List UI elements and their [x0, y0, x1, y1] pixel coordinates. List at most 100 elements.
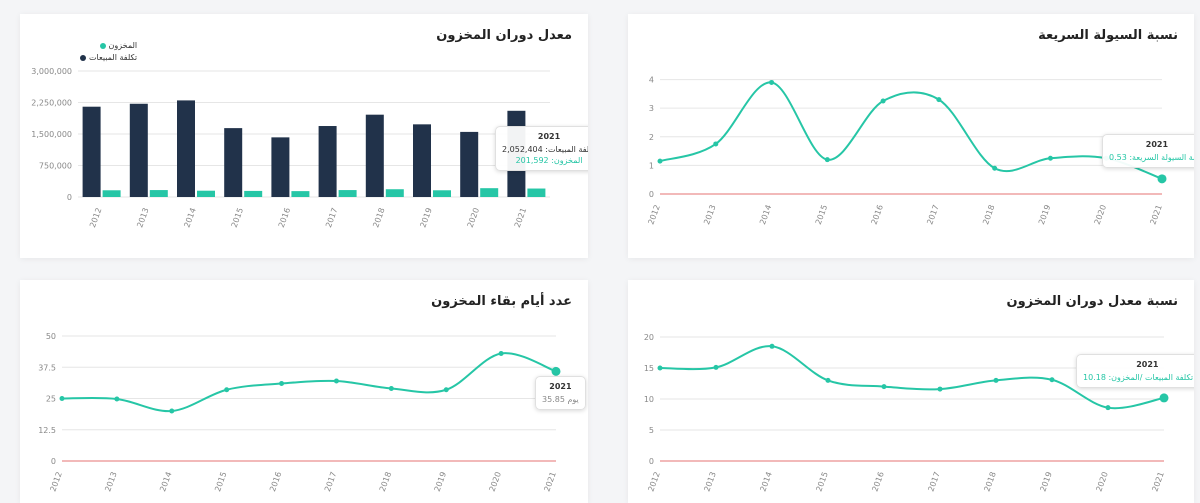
tooltip-label: يوم [567, 395, 579, 404]
y-tick-label: 2,250,000 [31, 99, 72, 108]
tooltip-row: نسبة تكلفة المبيعات /المخزون: 10.18 [1083, 373, 1194, 382]
x-tick-label: 2021 [513, 207, 528, 229]
x-tick-label: 2018 [378, 471, 393, 493]
data-point [657, 365, 663, 371]
x-tick-label: 2021 [1148, 204, 1163, 226]
card-title: نسبة معدل دوران المخزون [1006, 294, 1178, 309]
x-tick-label: 2013 [135, 207, 150, 229]
legend-label-inventory: المخزون [108, 41, 138, 50]
series-line [61, 352, 557, 413]
x-tick-label: 2017 [324, 207, 339, 229]
y-tick-label: 15 [644, 364, 654, 373]
x-tick-label: 2020 [1093, 204, 1108, 226]
x-tick-label: 2017 [926, 471, 941, 493]
y-tick-label: 25 [46, 395, 56, 404]
x-tick-label: 2014 [758, 471, 773, 493]
x-tick-label: 2014 [158, 471, 173, 493]
y-tick-label: 10 [644, 395, 654, 404]
tooltip-label: المخزون: [551, 156, 583, 165]
bar-inventory [433, 190, 451, 197]
data-point [825, 377, 831, 383]
bar-inventory [149, 190, 168, 197]
y-tick-label: 4 [649, 76, 654, 85]
x-tick-label: 2016 [870, 204, 885, 226]
bar-cost-of-sales [271, 137, 290, 197]
chart-legend: المخزون تكلفة المبيعات [80, 40, 137, 64]
data-point [279, 381, 285, 386]
x-tick-label: 2017 [925, 204, 940, 226]
chart-tooltip: 2021 نسبة السيولة السريعة: 0.53 [1102, 134, 1194, 168]
data-point [1157, 174, 1167, 184]
data-point [333, 378, 339, 384]
y-tick-label: 0 [649, 190, 654, 199]
series-line [659, 345, 1165, 410]
x-tick-label: 2012 [646, 204, 661, 226]
bar-inventory [385, 189, 404, 197]
line-chart: 0 12.5 25 37.5 50 2012 2013 2014 2015 2016 2017 201… [38, 332, 561, 493]
x-tick-label: 2016 [870, 471, 885, 493]
legend-label-cost-of-sales: تكلفة المبيعات [89, 53, 138, 62]
data-point [114, 396, 120, 402]
tooltip-row: يوم 35.85 [542, 395, 579, 404]
x-tick-label: 2019 [433, 471, 448, 493]
x-tick-label: 2012 [88, 207, 103, 229]
bar-cost-of-sales [365, 114, 384, 197]
data-point [59, 396, 65, 401]
x-tick-label: 2019 [1038, 471, 1053, 493]
tooltip-title: 2021 [1145, 140, 1169, 149]
chart-tooltip: 2021 تكلفة المبيعات: 2,052,404 المخزون: … [495, 126, 588, 171]
tooltip-value: 35.85 [542, 395, 565, 404]
y-tick-label: 20 [644, 333, 654, 342]
tooltip-row: نسبة السيولة السريعة: 0.53 [1109, 153, 1194, 162]
quick-ratio-card: نسبة السيولة السريعة 0 1 2 3 4 2012 2013 2014 20… [628, 14, 1194, 258]
x-tick-label: 2014 [182, 207, 197, 229]
tooltip-label: نسبة تكلفة المبيعات /المخزون: [1108, 373, 1194, 382]
bar-cost-of-sales [224, 128, 243, 197]
legend-swatch-inventory [99, 43, 106, 49]
tooltip-row-cost-of-sales: تكلفة المبيعات: 2,052,404 [502, 145, 588, 154]
data-point [713, 364, 719, 370]
line-chart: 0 5 10 15 20 2012 2013 2014 2015 2016 2017 2018 2019… [644, 333, 1169, 493]
legend-item-inventory[interactable]: المخزون [80, 40, 137, 52]
y-tick-label: 1,500,000 [31, 130, 72, 139]
data-point [551, 366, 561, 376]
data-point [992, 165, 998, 171]
bar-inventory [480, 188, 499, 197]
bar-inventory [291, 191, 310, 197]
x-tick-label: 2012 [646, 471, 661, 493]
bar-inventory [244, 190, 263, 197]
y-tick-label: 5 [649, 426, 654, 435]
x-tick-label: 2020 [466, 207, 481, 229]
x-tick-label: 2016 [268, 471, 283, 493]
legend-item-cost-of-sales[interactable]: تكلفة المبيعات [80, 52, 137, 64]
tooltip-value: 201,592 [515, 156, 549, 165]
data-point [224, 387, 230, 393]
y-tick-label: 50 [46, 332, 56, 341]
bar-inventory [338, 190, 357, 197]
bar-inventory [102, 190, 121, 197]
x-tick-label: 2013 [702, 204, 717, 226]
card-title: معدل دوران المخزون [436, 28, 572, 43]
y-tick-label: 750,000 [39, 162, 72, 171]
y-tick-label: 2 [649, 133, 654, 142]
x-tick-label: 2020 [1094, 471, 1109, 493]
y-tick-label: 0 [649, 457, 654, 466]
tooltip-title: 2021 [537, 132, 561, 141]
x-tick-label: 2014 [758, 204, 773, 226]
x-tick-label: 2021 [1150, 471, 1165, 493]
data-point [1047, 155, 1053, 161]
x-tick-label: 2019 [418, 207, 433, 229]
data-point [713, 141, 719, 147]
data-point [769, 79, 775, 85]
data-point [657, 158, 663, 164]
y-tick-label: 37.5 [38, 363, 56, 372]
bar-cost-of-sales [129, 103, 148, 197]
x-tick-label: 2015 [814, 204, 829, 226]
x-tick-label: 2013 [702, 471, 717, 493]
y-tick-label: 12.5 [38, 426, 56, 435]
y-tick-label: 3,000,000 [31, 67, 72, 76]
x-tick-label: 2021 [542, 471, 557, 493]
data-point [937, 386, 943, 392]
x-tick-label: 2015 [814, 471, 829, 493]
x-tick-label: 2012 [48, 471, 63, 493]
